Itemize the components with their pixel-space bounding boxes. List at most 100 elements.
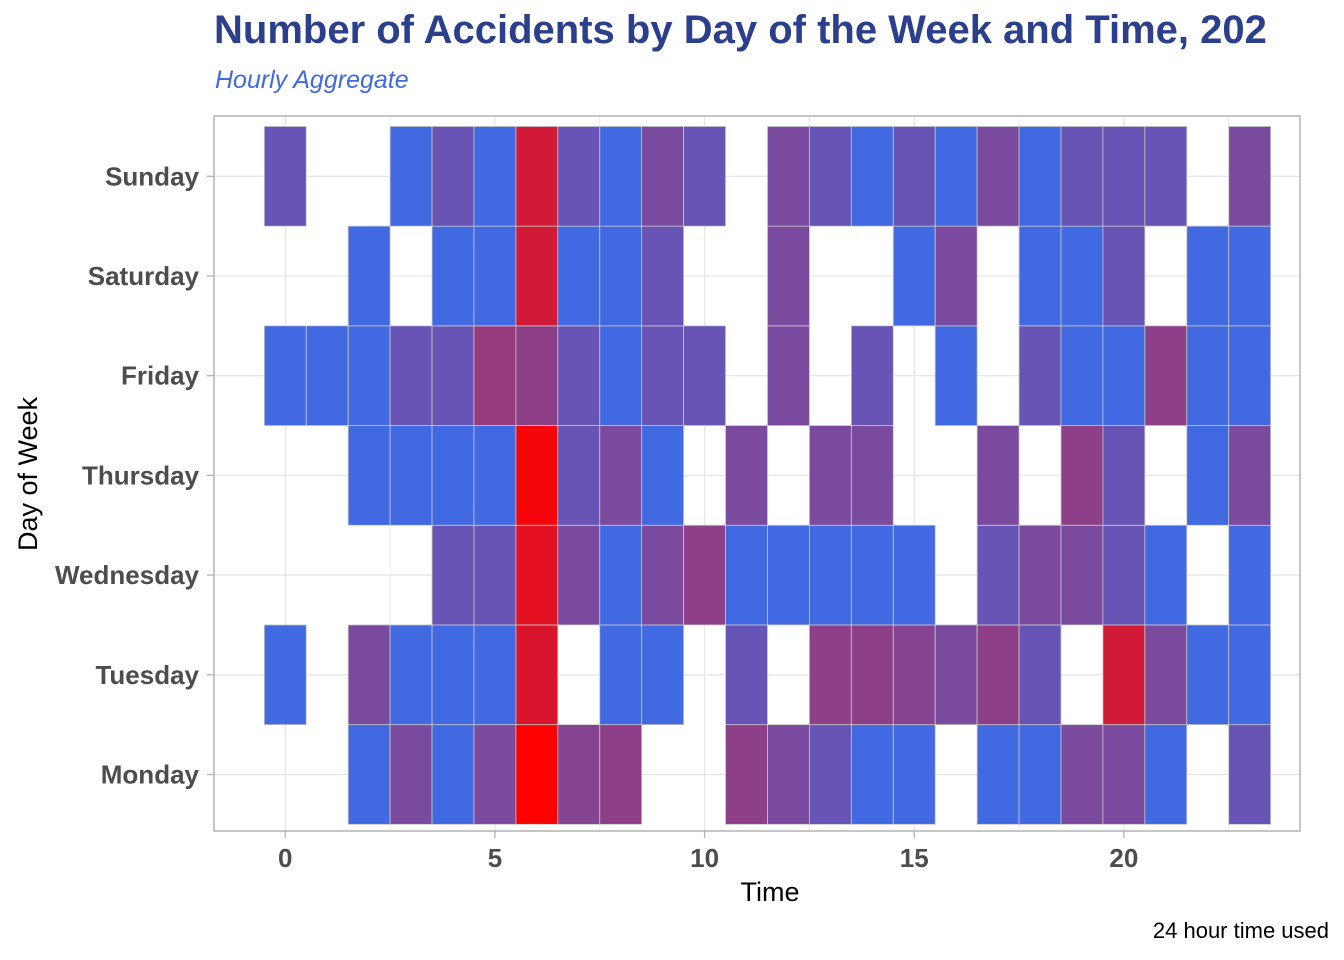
heatmap-cell-thursday-13 xyxy=(809,425,852,526)
heatmap-cell-wednesday-14 xyxy=(850,524,894,626)
heatmap-cell-tuesday-5 xyxy=(473,624,517,726)
y-tick-saturday: Saturday xyxy=(88,261,200,291)
heatmap-cell-friday-4 xyxy=(431,325,475,426)
x-tick-15: 15 xyxy=(900,843,929,873)
heatmap-cell-sunday-0 xyxy=(263,126,307,227)
chart-caption: 24 hour time used xyxy=(1152,918,1329,943)
heatmap-cell-friday-6 xyxy=(515,325,559,426)
heatmap-cell-sunday-21 xyxy=(1144,126,1188,227)
heatmap-cell-friday-12 xyxy=(767,325,810,426)
heatmap-cell-tuesday-14 xyxy=(850,624,894,726)
heatmap-cell-wednesday-9 xyxy=(641,524,685,626)
heatmap-cell-wednesday-23 xyxy=(1228,524,1272,626)
heatmap-cell-thursday-11 xyxy=(725,425,768,526)
heatmap-cell-sunday-5 xyxy=(473,126,517,227)
heatmap-cell-wednesday-20 xyxy=(1102,524,1146,626)
chart-subtitle: Hourly Aggregate xyxy=(215,66,409,94)
heatmap-cell-thursday-14 xyxy=(850,425,894,526)
heatmap-cell-monday-6 xyxy=(515,724,559,825)
heatmap-cell-tuesday-23 xyxy=(1228,624,1272,726)
heatmap-cell-sunday-7 xyxy=(557,126,601,227)
heatmap-cell-saturday-19 xyxy=(1060,225,1104,327)
heatmap-cell-monday-3 xyxy=(389,724,433,825)
heatmap-cell-tuesday-9 xyxy=(641,624,685,726)
heatmap-cell-sunday-13 xyxy=(809,126,852,227)
heatmap-cell-monday-12 xyxy=(767,724,810,825)
heatmap-cell-friday-1 xyxy=(305,325,349,426)
heatmap-cell-tuesday-3 xyxy=(389,624,433,726)
heatmap-cell-saturday-4 xyxy=(431,225,475,327)
y-tick-thursday: Thursday xyxy=(82,460,200,490)
heatmap-cell-thursday-3 xyxy=(389,425,433,526)
heatmap-cell-sunday-9 xyxy=(641,126,685,227)
heatmap-cell-saturday-20 xyxy=(1102,225,1146,327)
heatmap-cell-wednesday-11 xyxy=(725,524,768,626)
y-tick-friday: Friday xyxy=(121,361,200,391)
heatmap-cell-thursday-20 xyxy=(1102,425,1146,526)
heatmap-cell-monday-4 xyxy=(431,724,475,825)
heatmap-cell-tuesday-18 xyxy=(1018,624,1062,726)
heatmap-cell-wednesday-10 xyxy=(683,524,726,626)
heatmap-cell-tuesday-8 xyxy=(599,624,643,726)
heatmap-cell-friday-5 xyxy=(473,325,517,426)
heatmap-cell-friday-9 xyxy=(641,325,685,426)
heatmap-cell-thursday-9 xyxy=(641,425,685,526)
heatmap-cell-monday-13 xyxy=(809,724,852,825)
heatmap-cell-thursday-6 xyxy=(515,425,559,526)
y-tick-monday: Monday xyxy=(101,760,200,790)
heatmap-cell-wednesday-6 xyxy=(515,524,559,626)
heatmap-cell-monday-11 xyxy=(725,724,768,825)
heatmap-cell-saturday-22 xyxy=(1186,225,1230,327)
heatmap-cell-sunday-19 xyxy=(1060,126,1104,227)
heatmap-cell-saturday-2 xyxy=(347,225,391,327)
heatmap-cell-tuesday-21 xyxy=(1144,624,1188,726)
x-axis-label: Time xyxy=(741,877,800,907)
heatmap-cell-sunday-6 xyxy=(515,126,559,227)
heatmap-cell-tuesday-16 xyxy=(934,624,978,726)
heatmap-cell-sunday-8 xyxy=(599,126,643,227)
heatmap-cell-wednesday-12 xyxy=(767,524,810,626)
heatmap-cell-monday-18 xyxy=(1018,724,1062,825)
heatmap-cell-monday-23 xyxy=(1228,724,1272,825)
heatmap-cell-monday-17 xyxy=(976,724,1020,825)
heatmap-cell-sunday-3 xyxy=(389,126,433,227)
heatmap-cell-sunday-4 xyxy=(431,126,475,227)
x-tick-0: 0 xyxy=(278,843,292,873)
heatmap-cell-saturday-16 xyxy=(934,225,978,327)
heatmap-cell-monday-2 xyxy=(347,724,391,825)
heatmap-cell-wednesday-7 xyxy=(557,524,601,626)
heatmap-cell-saturday-5 xyxy=(473,225,517,327)
heatmap-cell-wednesday-15 xyxy=(892,524,936,626)
heatmap-cell-friday-10 xyxy=(683,325,726,426)
heatmap-cell-tuesday-17 xyxy=(976,624,1020,726)
heatmap-cell-saturday-8 xyxy=(599,225,643,327)
heatmap-cell-sunday-15 xyxy=(892,126,936,227)
heatmap-cell-thursday-19 xyxy=(1060,425,1104,526)
heatmap-cell-tuesday-2 xyxy=(347,624,391,726)
heatmap-cell-wednesday-4 xyxy=(431,524,475,626)
heatmap-cell-saturday-12 xyxy=(767,225,810,327)
heatmap-cell-wednesday-5 xyxy=(473,524,517,626)
y-tick-sunday: Sunday xyxy=(105,161,199,191)
x-tick-10: 10 xyxy=(690,843,719,873)
heatmap-cell-saturday-23 xyxy=(1228,225,1272,327)
chart-title: Number of Accidents by Day of the Week a… xyxy=(214,8,1267,52)
heatmap-cell-monday-20 xyxy=(1102,724,1146,825)
heatmap-cell-wednesday-18 xyxy=(1018,524,1062,626)
heatmap-cell-friday-23 xyxy=(1228,325,1272,426)
x-axis-ticks: 0 5 10 15 20 xyxy=(278,831,1138,873)
heatmap-cell-friday-18 xyxy=(1018,325,1062,426)
heatmap-cell-thursday-5 xyxy=(473,425,517,526)
y-axis-label: Day of Week xyxy=(13,396,43,551)
heatmap-cell-monday-7 xyxy=(557,724,601,825)
heatmap-cell-friday-14 xyxy=(850,325,894,426)
heatmap-cell-friday-2 xyxy=(347,325,391,426)
heatmap-cell-tuesday-22 xyxy=(1186,624,1230,726)
heatmap-cell-monday-14 xyxy=(850,724,894,825)
y-tick-wednesday: Wednesday xyxy=(55,560,200,590)
heatmap-cell-thursday-4 xyxy=(431,425,475,526)
heatmap-cell-sunday-23 xyxy=(1228,126,1272,227)
heatmap-cell-sunday-14 xyxy=(850,126,894,227)
heatmap-cell-saturday-18 xyxy=(1018,225,1062,327)
heatmap-cell-monday-15 xyxy=(892,724,936,825)
